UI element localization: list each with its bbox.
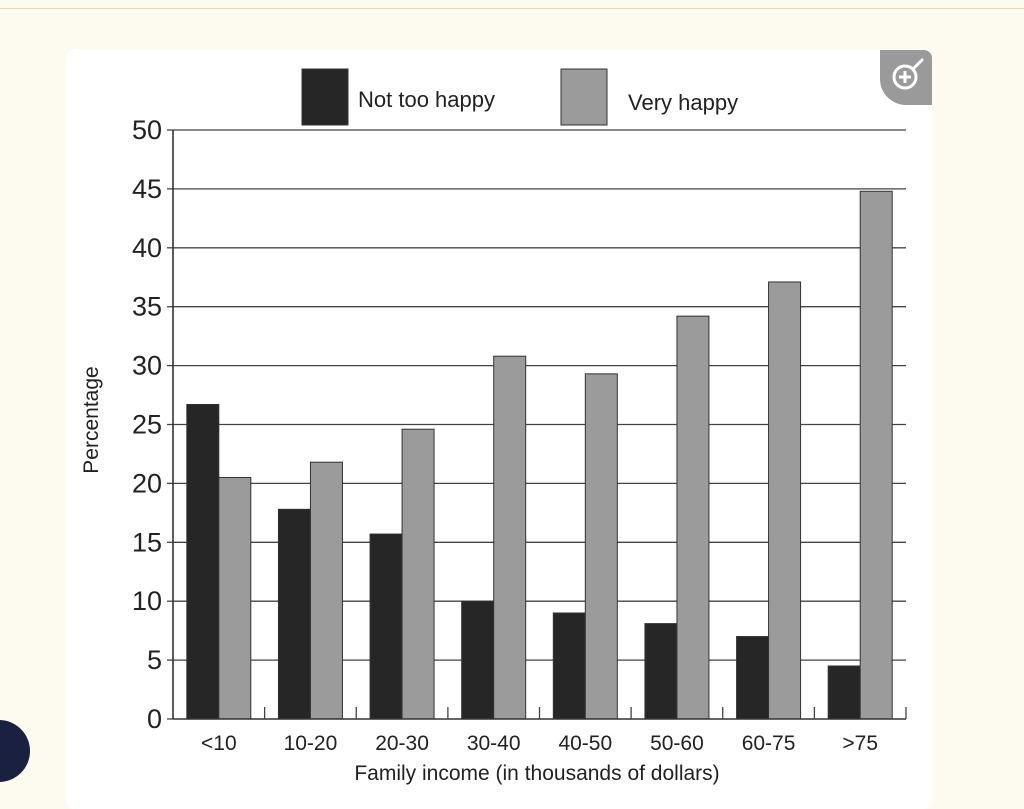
x-tick-label: <10 <box>201 732 237 755</box>
bars <box>186 190 893 720</box>
bar-very-happy <box>309 461 343 720</box>
y-tick-label: 45 <box>132 174 162 204</box>
zoom-button[interactable] <box>880 50 932 105</box>
y-tick-label: 25 <box>132 410 162 440</box>
legend-label: Very happy <box>628 90 738 115</box>
y-tick-label: 50 <box>132 115 162 145</box>
bar-not-too-happy <box>277 508 311 720</box>
bar-not-too-happy <box>827 665 861 720</box>
top-divider <box>0 8 1024 9</box>
bar-very-happy <box>768 281 802 720</box>
bar-not-too-happy <box>736 636 770 720</box>
axes <box>167 129 907 720</box>
y-tick-label: 40 <box>132 233 162 263</box>
bar-not-too-happy <box>369 533 403 720</box>
y-tick-label: 20 <box>132 468 162 498</box>
y-axis-label: Percentage <box>80 366 103 473</box>
x-tick-labels: <10 10-20 20-30 30-40 40-50 50-60 60-75 >75 <box>201 732 878 755</box>
x-tick-label: 60-75 <box>742 732 796 755</box>
x-tick-label: 20-30 <box>375 732 429 755</box>
x-tick-label: >75 <box>842 732 878 755</box>
bar-very-happy <box>676 315 710 720</box>
bar-not-too-happy <box>644 623 678 720</box>
bar-not-too-happy <box>552 612 586 720</box>
bar-very-happy <box>401 428 435 720</box>
bar-not-too-happy <box>186 403 220 720</box>
legend-swatch-very-happy <box>560 68 608 126</box>
x-tick-label: 50-60 <box>650 732 704 755</box>
y-tick-label: 5 <box>147 645 162 675</box>
y-tick-labels: 0 5 10 15 20 25 30 35 40 45 50 <box>132 115 162 734</box>
bar-very-happy <box>218 477 252 720</box>
legend-label: Not too happy <box>358 87 495 112</box>
y-tick-label: 10 <box>132 586 162 616</box>
legend-swatch-not-too-happy <box>301 68 349 126</box>
legend: Not too happy Very happy <box>301 68 738 126</box>
y-tick-label: 15 <box>132 527 162 557</box>
x-tick-label: 40-50 <box>558 732 612 755</box>
y-tick-label: 35 <box>132 292 162 322</box>
bar-very-happy <box>584 373 618 720</box>
bar-not-too-happy <box>461 600 495 720</box>
y-tick-label: 30 <box>132 351 162 381</box>
zoom-in-icon <box>892 58 924 90</box>
x-axis-label: Family income (in thousands of dollars) <box>354 762 719 785</box>
x-tick-label: 30-40 <box>467 732 521 755</box>
y-tick-label: 0 <box>147 704 162 734</box>
x-tick-label: 10-20 <box>284 732 338 755</box>
bar-very-happy <box>859 190 893 720</box>
bar-very-happy <box>493 355 527 720</box>
